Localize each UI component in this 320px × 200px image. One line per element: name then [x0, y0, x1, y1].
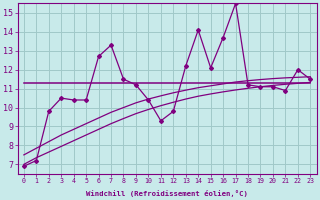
X-axis label: Windchill (Refroidissement éolien,°C): Windchill (Refroidissement éolien,°C): [86, 190, 248, 197]
